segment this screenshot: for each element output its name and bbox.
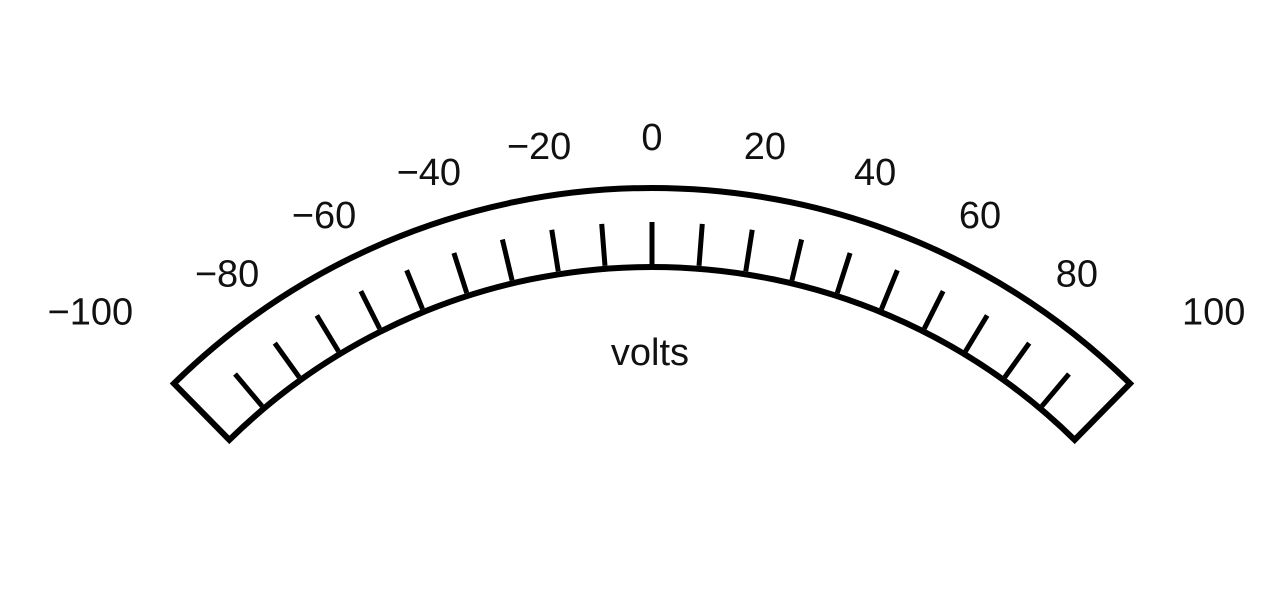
scale-label: −60	[292, 195, 356, 237]
scale-label: 40	[854, 152, 896, 194]
tick-mark	[358, 289, 382, 330]
scale-label: 100	[1182, 291, 1245, 333]
tick-mark	[963, 314, 990, 353]
scale-label: 60	[959, 195, 1001, 237]
tick-mark	[404, 269, 425, 311]
scale-label: −20	[507, 126, 571, 168]
scale-label: 0	[641, 117, 662, 159]
tick-mark	[272, 341, 302, 379]
tick-mark	[314, 314, 341, 353]
tick-mark	[1040, 372, 1071, 408]
scale-label: −100	[48, 291, 134, 333]
tick-mark	[549, 229, 561, 272]
unit-label: volts	[611, 332, 689, 374]
tick-marks	[233, 222, 1071, 408]
tick-mark	[743, 229, 755, 272]
tick-mark	[834, 252, 853, 294]
scale-label: −80	[195, 253, 259, 295]
scale-labels: −100 −80 −60 −40 −20 0 20 40 60 80 100	[48, 117, 1246, 333]
scale-label: 80	[1056, 253, 1098, 295]
tick-mark	[599, 223, 608, 267]
tick-mark	[499, 238, 515, 281]
tick-mark	[696, 223, 705, 267]
tick-mark	[922, 289, 946, 330]
scale-label: 20	[744, 126, 786, 168]
tick-mark	[233, 372, 264, 408]
scale-label: −40	[397, 152, 461, 194]
tick-mark	[451, 252, 470, 294]
scale-band-outline	[169, 185, 1135, 445]
tick-mark	[879, 269, 900, 311]
tick-mark	[789, 238, 805, 281]
tick-mark	[1002, 341, 1032, 379]
